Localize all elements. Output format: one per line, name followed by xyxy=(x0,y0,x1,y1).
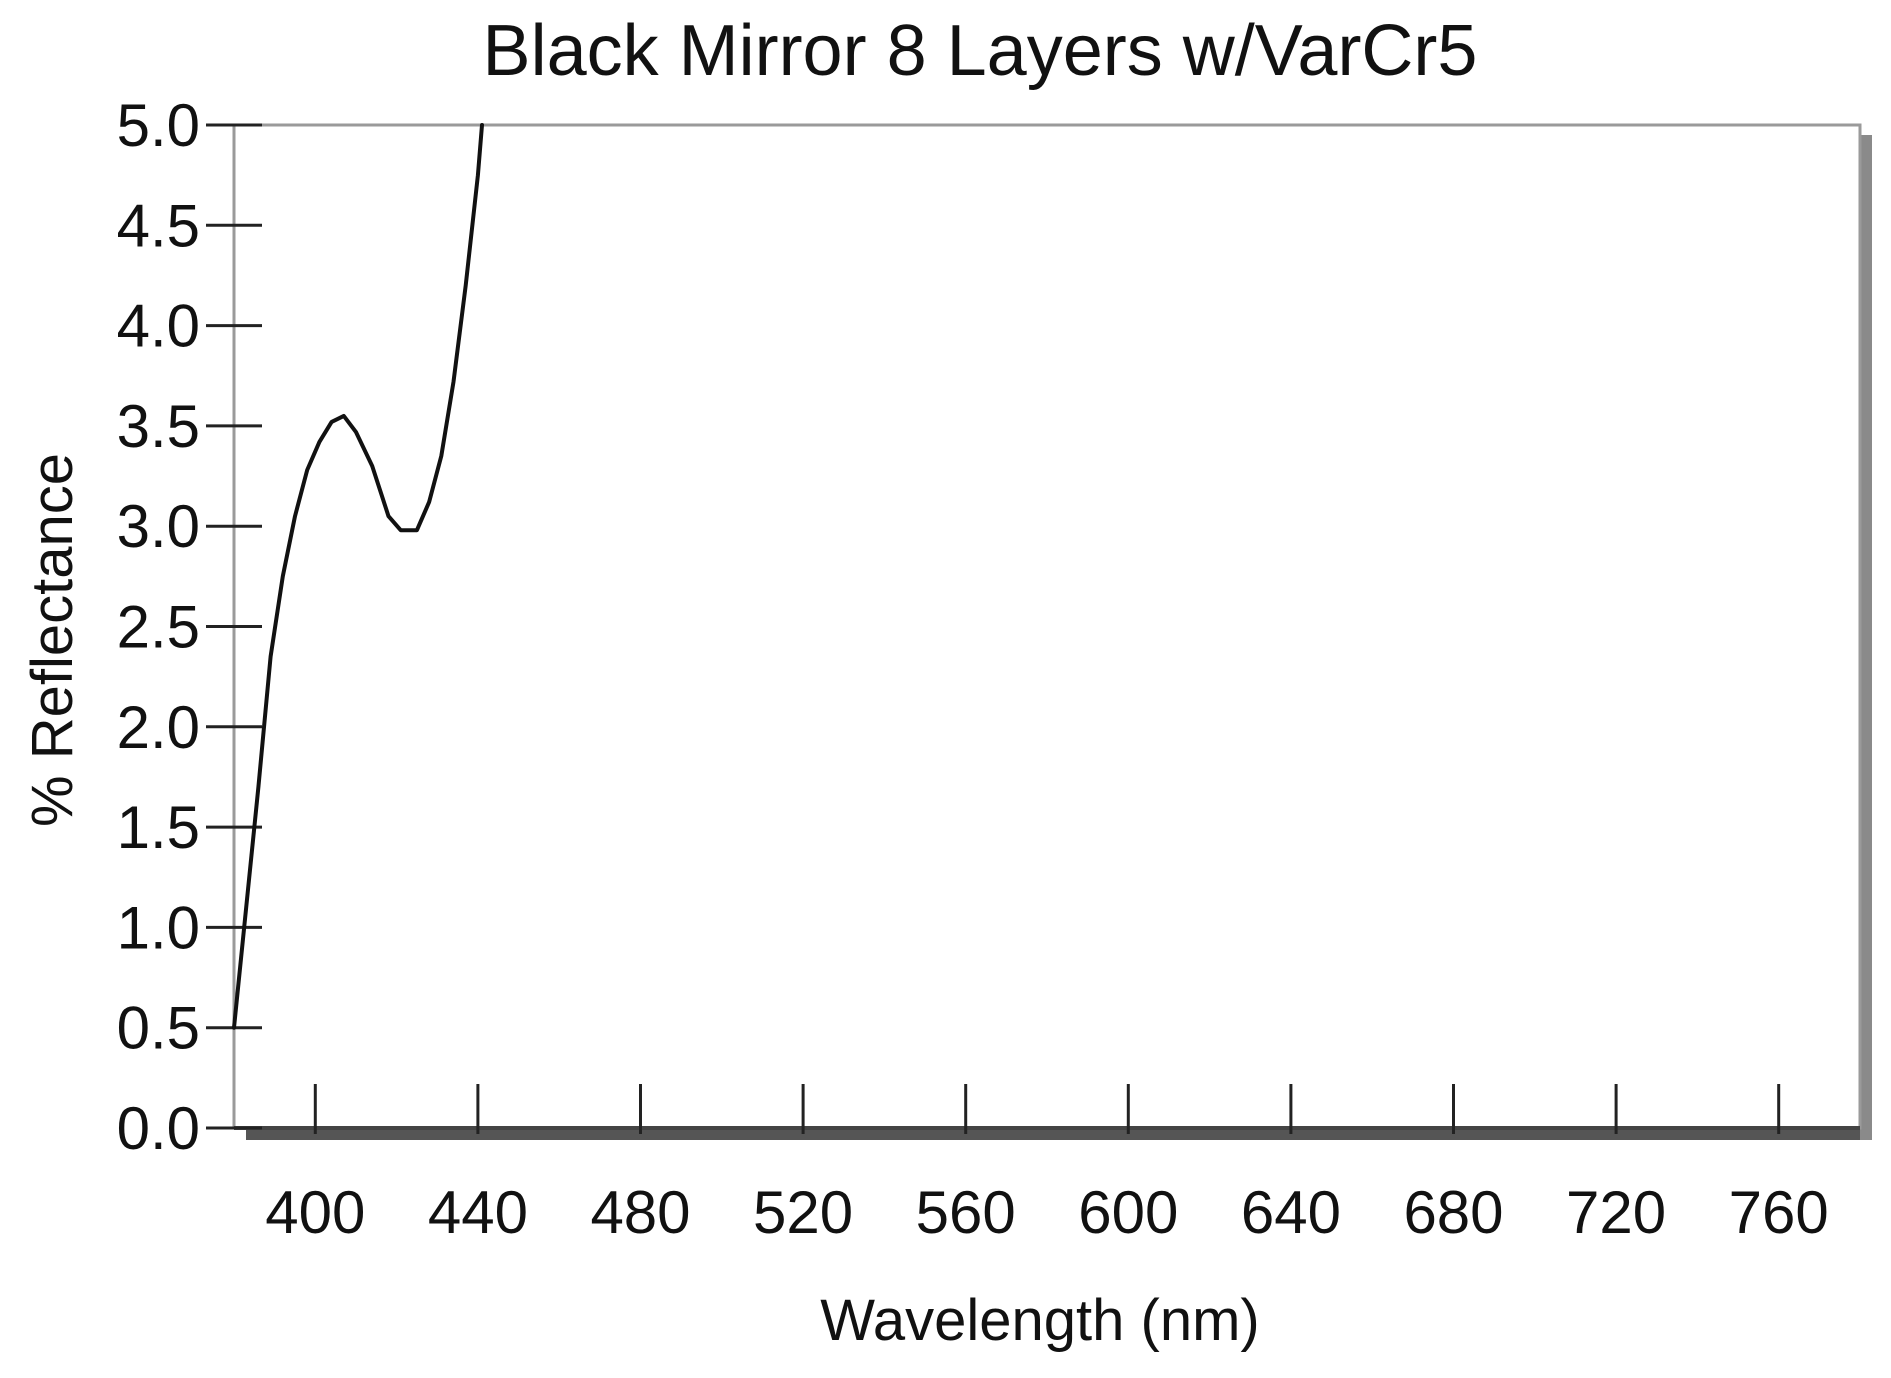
y-axis-title: % Reflectance xyxy=(20,453,85,827)
y-tick-label: 0.0 xyxy=(117,1095,200,1162)
x-tick-label: 440 xyxy=(428,1179,528,1246)
x-axis-title: Wavelength (nm) xyxy=(820,1288,1259,1353)
x-tick-label: 760 xyxy=(1729,1179,1829,1246)
y-tick-label: 3.0 xyxy=(117,493,200,560)
x-tick-label: 520 xyxy=(753,1179,853,1246)
x-tick-label: 680 xyxy=(1403,1179,1503,1246)
x-tick-label: 600 xyxy=(1078,1179,1178,1246)
x-tick-label: 400 xyxy=(265,1179,365,1246)
y-tick-label: 0.5 xyxy=(117,995,200,1062)
x-tick-label: 560 xyxy=(916,1179,1016,1246)
x-tick-label: 640 xyxy=(1241,1179,1341,1246)
y-tick-label: 4.5 xyxy=(117,192,200,259)
x-tick-label: 720 xyxy=(1566,1179,1666,1246)
y-tick-label: 2.5 xyxy=(117,594,200,661)
chart-title: Black Mirror 8 Layers w/VarCr5 xyxy=(483,11,1478,91)
y-tick-label: 5.0 xyxy=(117,92,200,159)
frame-shadow-bottom xyxy=(246,1128,1872,1140)
frame-shadow-right xyxy=(1860,135,1872,1140)
y-tick-label: 1.0 xyxy=(117,894,200,961)
plot-frame xyxy=(232,123,1862,1130)
reflectance-series-line xyxy=(232,123,484,1030)
y-tick-label: 1.5 xyxy=(117,794,200,861)
plot-area: 0.0 0.5 1.0 1.5 2.0 2.5 3.0 3.5 4.0 4.5 5.0 400 440 4… xyxy=(117,92,1872,1246)
x-tick-label: 480 xyxy=(590,1179,690,1246)
y-tick-label: 3.5 xyxy=(117,393,200,460)
y-tick-label: 2.0 xyxy=(117,694,200,761)
y-tick-label: 4.0 xyxy=(117,293,200,360)
